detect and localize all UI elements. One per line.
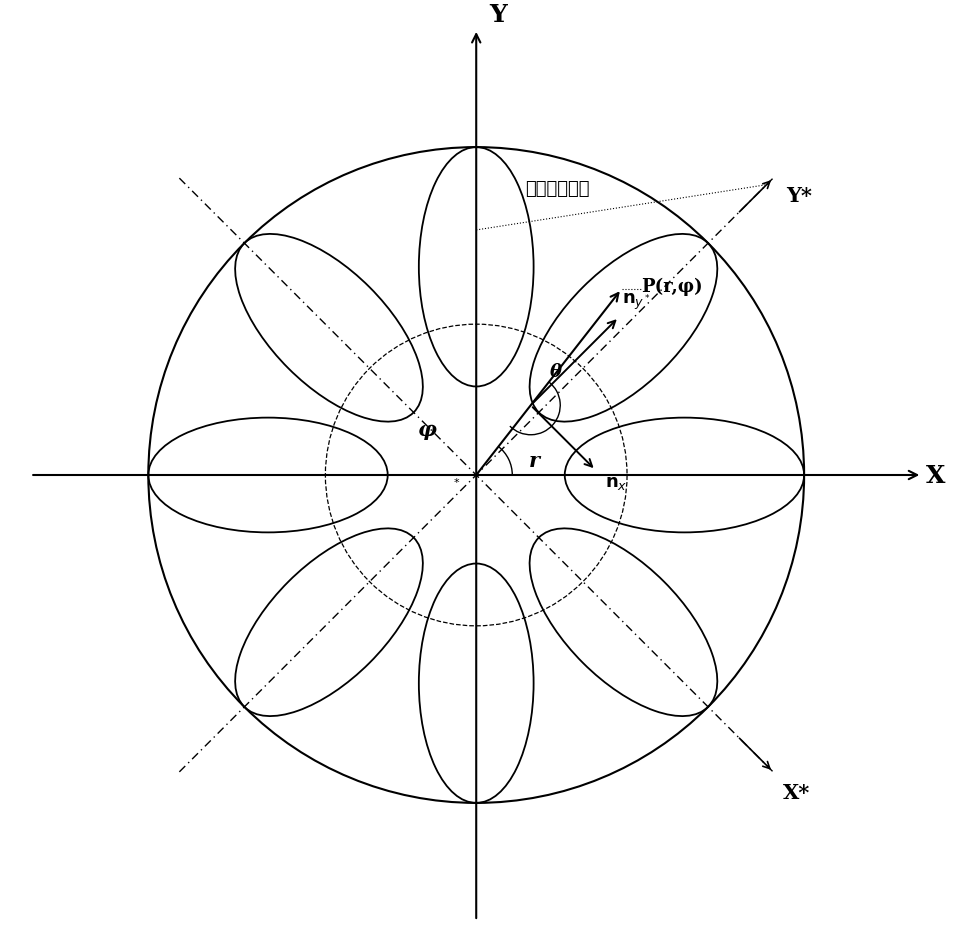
Text: r: r xyxy=(529,451,540,470)
Text: $\mathbf{n}_x$: $\mathbf{n}_x$ xyxy=(605,474,628,492)
Text: P(r,φ): P(r,φ) xyxy=(641,277,703,296)
Text: *: * xyxy=(454,477,460,487)
Text: φ: φ xyxy=(418,420,437,439)
Text: 初始偏振方向: 初始偏振方向 xyxy=(525,180,590,198)
Text: Y*: Y* xyxy=(787,185,812,206)
Text: X: X xyxy=(925,464,945,488)
Text: X*: X* xyxy=(783,781,810,802)
Text: θ: θ xyxy=(550,362,562,381)
Text: Y: Y xyxy=(490,3,507,27)
Text: $\mathbf{n}_{y^*}$: $\mathbf{n}_{y^*}$ xyxy=(622,291,651,311)
